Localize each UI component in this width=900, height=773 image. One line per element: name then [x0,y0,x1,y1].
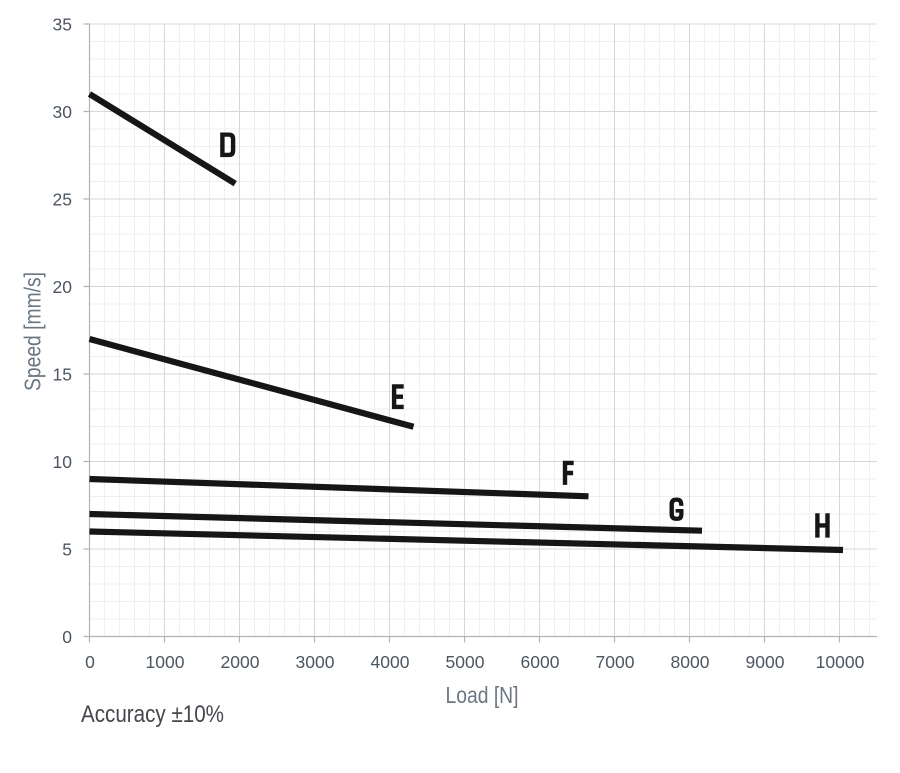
svg-text:Speed [mm/s]: Speed [mm/s] [20,272,46,391]
svg-text:7000: 7000 [596,652,635,672]
svg-text:8000: 8000 [671,652,710,672]
svg-text:Accuracy ±10%: Accuracy ±10% [81,701,224,728]
svg-text:0: 0 [62,627,72,647]
svg-text:0: 0 [85,652,95,672]
svg-text:35: 35 [53,14,72,34]
svg-text:4000: 4000 [371,652,410,672]
svg-text:1000: 1000 [146,652,185,672]
svg-text:9000: 9000 [746,652,785,672]
svg-text:15: 15 [53,364,72,384]
svg-text:20: 20 [53,277,73,297]
svg-text:2000: 2000 [221,652,260,672]
svg-text:25: 25 [53,189,72,209]
svg-text:10000: 10000 [816,652,865,672]
svg-text:10: 10 [53,452,73,472]
svg-text:30: 30 [53,102,73,122]
svg-text:3000: 3000 [296,652,335,672]
svg-text:5000: 5000 [446,652,485,672]
svg-text:5: 5 [62,539,72,559]
svg-text:Load [N]: Load [N] [446,682,519,708]
svg-text:6000: 6000 [521,652,560,672]
